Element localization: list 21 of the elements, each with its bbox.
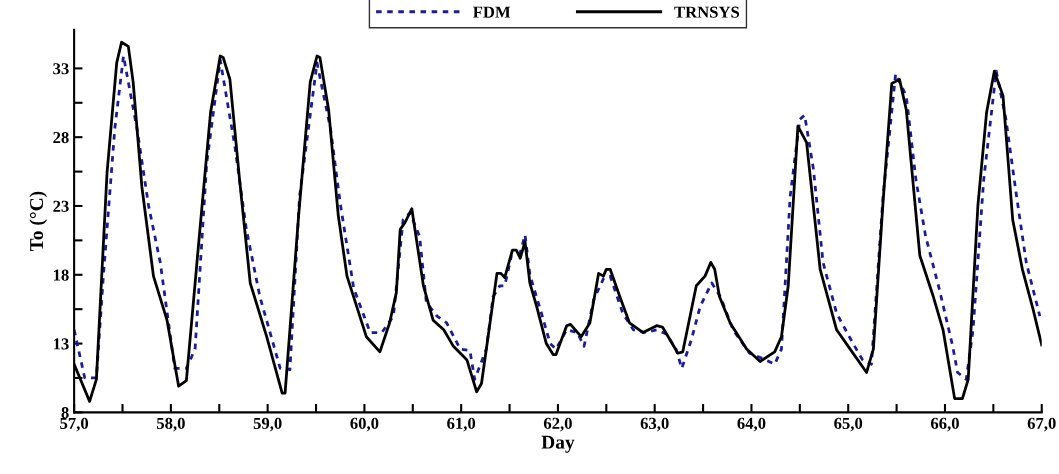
x-tick-label: 64,0 bbox=[737, 417, 766, 432]
legend-label: TRNSYS bbox=[674, 6, 740, 18]
x-tick-label: 63,0 bbox=[640, 417, 669, 432]
y-tick-label: 33 bbox=[53, 63, 69, 75]
y-axis-title: To (°C) bbox=[29, 191, 48, 252]
x-tick-label: 66,0 bbox=[930, 417, 959, 432]
legend-label: FDM bbox=[473, 6, 511, 18]
y-tick-label: 13 bbox=[53, 338, 69, 350]
y-tick-label: 23 bbox=[53, 200, 69, 212]
y-tick-label: 18 bbox=[53, 269, 69, 281]
x-tick-label: 67,0 bbox=[1027, 417, 1056, 432]
x-tick-label: 60,0 bbox=[350, 417, 379, 432]
x-tick-label: 58,0 bbox=[156, 417, 185, 432]
y-tick-label: 28 bbox=[53, 131, 69, 144]
y-tick-label: 8 bbox=[61, 407, 69, 419]
x-tick-label: 59,0 bbox=[253, 417, 282, 432]
x-tick-label: 61,0 bbox=[447, 417, 476, 432]
x-tick-label: 62,0 bbox=[543, 417, 572, 432]
x-tick-label: 57,0 bbox=[60, 417, 89, 432]
x-tick-label: 65,0 bbox=[834, 417, 863, 432]
x-axis-title: Day bbox=[541, 435, 575, 453]
